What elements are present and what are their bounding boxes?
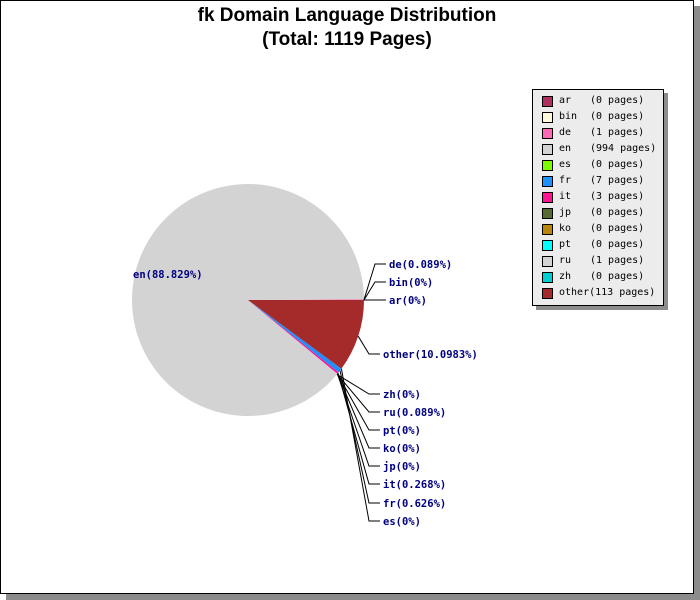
pie-slices — [132, 184, 365, 417]
legend-item-es: es (0 pages) — [533, 158, 663, 174]
legend-code-it: it — [559, 191, 572, 202]
legend-count-ru: (1 pages) — [590, 255, 645, 266]
chart-title: fk Domain Language Distribution — [197, 5, 497, 26]
legend-count-bin: (0 pages) — [590, 111, 645, 122]
pie-slice-it — [248, 300, 339, 374]
legend-code-es: es — [559, 159, 572, 170]
legend-swatch-zh — [542, 272, 553, 283]
legend-item-fr: fr (7 pages) — [533, 174, 663, 190]
legend-code-jp: jp — [559, 207, 572, 218]
pie-slice-other — [248, 300, 364, 369]
legend-code-ru: ru — [559, 255, 572, 266]
legend-swatch-jp — [542, 208, 553, 219]
legend-code-ar: ar — [559, 95, 572, 106]
legend-swatch-en — [542, 144, 553, 155]
pie-slice-en — [132, 184, 364, 417]
chart-title-block: fk Domain Language Distribution (Total: … — [0, 4, 694, 52]
leader-line-zh — [336, 373, 380, 395]
legend-swatch-ko — [542, 224, 553, 235]
legend-text-other: other(113 pages) — [559, 287, 656, 298]
slice-label-jp: jp(0%) — [383, 461, 421, 473]
legend-code-en: en — [559, 143, 572, 154]
legend-item-zh: zh (0 pages) — [533, 270, 663, 286]
legend-swatch-it — [542, 192, 553, 203]
legend-item-ar: ar (0 pages) — [533, 94, 663, 110]
legend-swatch-other — [542, 288, 553, 299]
leader-line-fr — [339, 370, 380, 504]
legend-code-zh: zh — [559, 271, 572, 282]
legend-count-pt: (0 pages) — [590, 239, 645, 250]
slice-label-bin: bin(0%) — [389, 277, 433, 289]
legend-swatch-de — [542, 128, 553, 139]
slice-label-pt: pt(0%) — [383, 425, 421, 437]
chart-subtitle: (Total: 1119 Pages) — [262, 29, 432, 50]
leader-line-other — [357, 335, 380, 355]
legend-swatch-pt — [542, 240, 553, 251]
slice-label-other: other(10.0983%) — [383, 349, 478, 361]
pie-slice-de — [248, 299, 365, 300]
legend-item-jp: jp (0 pages) — [533, 206, 663, 222]
slice-label-it: it(0.268%) — [383, 479, 446, 491]
legend-swatch-bin — [542, 112, 553, 123]
legend-item-de: de (1 pages) — [533, 126, 663, 142]
leader-line-ru — [336, 373, 380, 413]
slice-label-es: es(0%) — [383, 516, 421, 528]
pie-slice-fr — [248, 300, 342, 373]
legend-swatch-ru — [542, 256, 553, 267]
legend-item-other: other(113 pages) — [533, 286, 663, 302]
legend-item-ru: ru (1 pages) — [533, 254, 663, 270]
slice-label-ko: ko(0%) — [383, 443, 421, 455]
legend-count-it: (3 pages) — [590, 191, 645, 202]
chart-legend: ar (0 pages) bin (0 pages) de (1 pages) en (994… — [532, 89, 664, 306]
legend-code-ko: ko — [559, 223, 572, 234]
legend-swatch-es — [542, 160, 553, 171]
leader-line-de — [363, 263, 386, 300]
pie-slice-ru — [248, 300, 338, 375]
slice-label-en: en(88.829%) — [133, 269, 203, 281]
legend-code-bin: bin — [559, 111, 578, 122]
legend-swatch-ar — [542, 96, 553, 107]
legend-count-en: (994 pages) — [590, 143, 657, 154]
legend-item-ko: ko (0 pages) — [533, 222, 663, 238]
slice-label-fr: fr(0.626%) — [383, 498, 446, 510]
legend-swatch-fr — [542, 176, 553, 187]
legend-code-de: de — [559, 127, 572, 138]
legend-item-en: en (994 pages) — [533, 142, 663, 158]
slice-label-ar: ar(0%) — [389, 295, 427, 307]
leader-line-bin — [363, 281, 386, 301]
slice-label-de: de(0.089%) — [389, 259, 452, 271]
leader-line-es — [340, 368, 380, 522]
legend-item-bin: bin (0 pages) — [533, 110, 663, 126]
slice-label-zh: zh(0%) — [383, 389, 421, 401]
leader-lines — [336, 263, 386, 522]
legend-count-es: (0 pages) — [590, 159, 645, 170]
legend-count-zh: (0 pages) — [590, 271, 645, 282]
slice-label-ru: ru(0.089%) — [383, 407, 446, 419]
legend-count-ko: (0 pages) — [590, 223, 645, 234]
legend-code-pt: pt — [559, 239, 572, 250]
legend-item-pt: pt (0 pages) — [533, 238, 663, 254]
legend-count-ar: (0 pages) — [590, 95, 645, 106]
legend-item-it: it (3 pages) — [533, 190, 663, 206]
legend-count-de: (1 pages) — [590, 127, 645, 138]
leader-line-ko — [336, 373, 380, 449]
legend-count-jp: (0 pages) — [590, 207, 645, 218]
leader-line-pt — [336, 373, 380, 431]
legend-code-fr: fr — [559, 175, 572, 186]
legend-count-fr: (7 pages) — [590, 175, 645, 186]
